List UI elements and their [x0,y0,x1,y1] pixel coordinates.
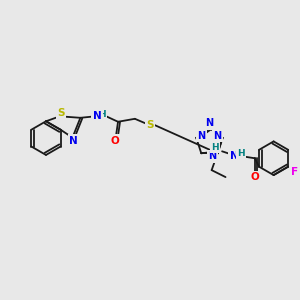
Text: O: O [250,172,259,182]
Text: S: S [57,108,64,118]
Text: N: N [197,131,205,141]
Text: S: S [146,120,154,130]
Text: O: O [111,136,119,146]
Text: H: H [211,143,219,152]
Text: N: N [208,151,217,161]
Text: N: N [206,118,214,128]
Text: N: N [93,111,102,121]
Text: N: N [230,151,238,161]
Text: N: N [214,131,222,141]
Text: H: H [98,110,106,119]
Text: F: F [291,167,298,177]
Text: H: H [237,149,245,158]
Text: N: N [69,136,78,146]
